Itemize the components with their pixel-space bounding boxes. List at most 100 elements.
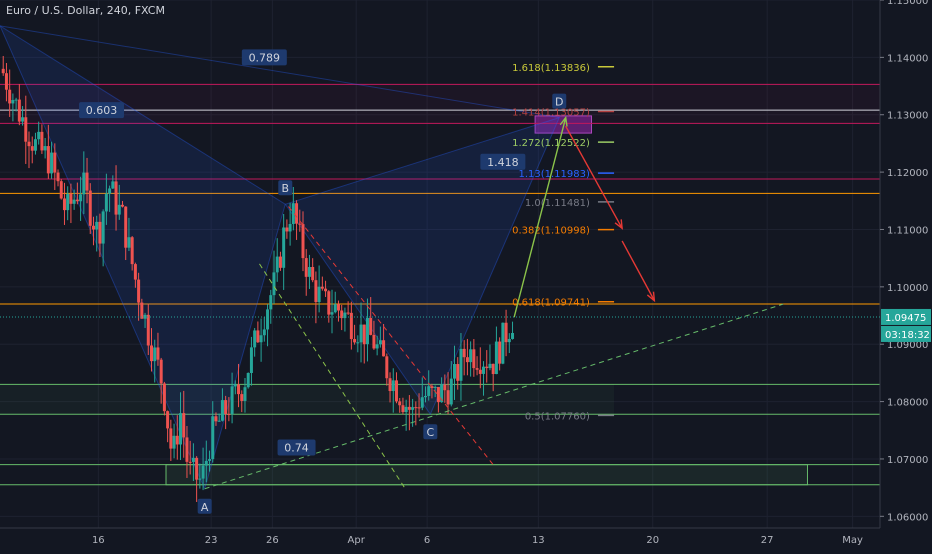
candle-body: [430, 386, 434, 388]
candle-body: [498, 341, 502, 364]
candle-body: [256, 330, 260, 343]
fib-label-1: 1.414(1.13057): [512, 107, 590, 118]
candles: [1, 55, 515, 502]
candle-body: [465, 357, 469, 363]
candle-body: [46, 146, 50, 174]
candle-body: [162, 383, 166, 412]
candle-body: [21, 117, 25, 122]
candle-body: [156, 347, 160, 360]
candle-body: [82, 172, 86, 195]
candle-body: [195, 457, 199, 480]
chart-title: Euro / U.S. Dollar, 240, FXCM: [6, 4, 165, 17]
x-tick-label-4: 6: [424, 535, 430, 546]
candle-body: [56, 172, 60, 182]
candle-body: [440, 384, 444, 403]
candle-body: [259, 335, 263, 343]
candle-body: [436, 386, 440, 403]
candle-body: [27, 141, 31, 147]
candle-body: [208, 459, 212, 461]
candle-body: [204, 460, 208, 466]
candle-body: [372, 334, 376, 349]
candle-body: [394, 380, 398, 402]
support-zone-2: [0, 384, 615, 415]
candle-body: [266, 309, 270, 330]
trendline-0: [204, 303, 784, 490]
candle-body: [282, 227, 286, 268]
candle-body: [249, 347, 253, 373]
ratio-label-bg-1: [241, 49, 287, 66]
candle-body: [324, 288, 328, 292]
candle-body: [53, 152, 57, 173]
candle-body: [66, 193, 70, 211]
candle-body: [356, 342, 360, 344]
candle-body: [59, 181, 63, 199]
candle-body: [275, 256, 279, 273]
point-label-bg-B: [278, 180, 293, 196]
candle-body: [91, 225, 95, 230]
ratio-label-2: 1.418: [487, 156, 519, 169]
candle-body: [50, 152, 54, 174]
fib-label-3: 1.13(1.11983): [518, 169, 590, 180]
candle-body: [24, 117, 28, 142]
candle-body: [169, 428, 173, 449]
candle-body: [146, 314, 150, 346]
candle-body: [278, 256, 282, 268]
candle-body: [417, 407, 421, 409]
y-tick-label-1: 1.14000: [887, 53, 928, 64]
candle-body: [288, 223, 292, 232]
candle-body: [220, 400, 224, 421]
fib-label-4: 1.0(1.11481): [525, 198, 590, 209]
projection-arrow-2: [646, 291, 656, 303]
candle-body: [375, 344, 379, 349]
fib-label-7: 0.5(1.07760): [525, 411, 590, 422]
countdown-tag-bg: [881, 325, 931, 342]
candle-body: [398, 401, 402, 406]
projection-arrow-0: [559, 115, 568, 127]
annotations: 1.618(1.13836) 1.414(1.13057) 1.272(1.1252…: [79, 49, 784, 514]
candle-body: [37, 131, 41, 140]
candle-body: [475, 368, 479, 370]
candle-body: [433, 386, 437, 388]
ratio-label-bg-3: [277, 439, 316, 456]
candle-body: [353, 339, 357, 343]
candle-body: [72, 199, 76, 204]
candle-body: [182, 413, 186, 438]
trendline-1: [288, 206, 494, 465]
ratio-label-bg-0: [79, 102, 125, 119]
candle-body: [317, 286, 321, 303]
candle-body: [340, 310, 344, 319]
candle-body: [511, 332, 515, 339]
candle-body: [137, 279, 141, 303]
point-label-A: A: [201, 501, 209, 514]
candle-body: [166, 411, 170, 429]
candle-body: [504, 322, 508, 343]
candle-body: [298, 223, 302, 225]
candle-body: [95, 221, 99, 230]
candle-body: [349, 312, 353, 340]
y-tick-label-3: 1.12000: [887, 168, 928, 179]
fib-label-0: 1.618(1.13836): [512, 63, 590, 74]
candle-body: [501, 322, 505, 364]
candle-body: [153, 347, 157, 362]
time-axis-bg: [0, 528, 880, 550]
candle-body: [423, 395, 427, 398]
candle-body: [485, 366, 489, 369]
candle-body: [114, 181, 118, 215]
countdown-tag: 03:18:32: [885, 330, 930, 341]
candle-body: [404, 406, 408, 413]
candle-body: [304, 258, 308, 277]
candle-body: [427, 386, 431, 396]
candle-body: [482, 366, 486, 374]
y-tick-label-5: 1.10000: [887, 283, 928, 294]
projection-line-2: [621, 240, 655, 301]
candle-body: [69, 193, 73, 204]
candle-body: [272, 272, 276, 296]
candle-body: [108, 188, 112, 194]
candle-body: [224, 400, 228, 415]
candle-body: [472, 349, 476, 369]
price-axis-bg: [880, 0, 932, 550]
candle-body: [343, 312, 347, 319]
